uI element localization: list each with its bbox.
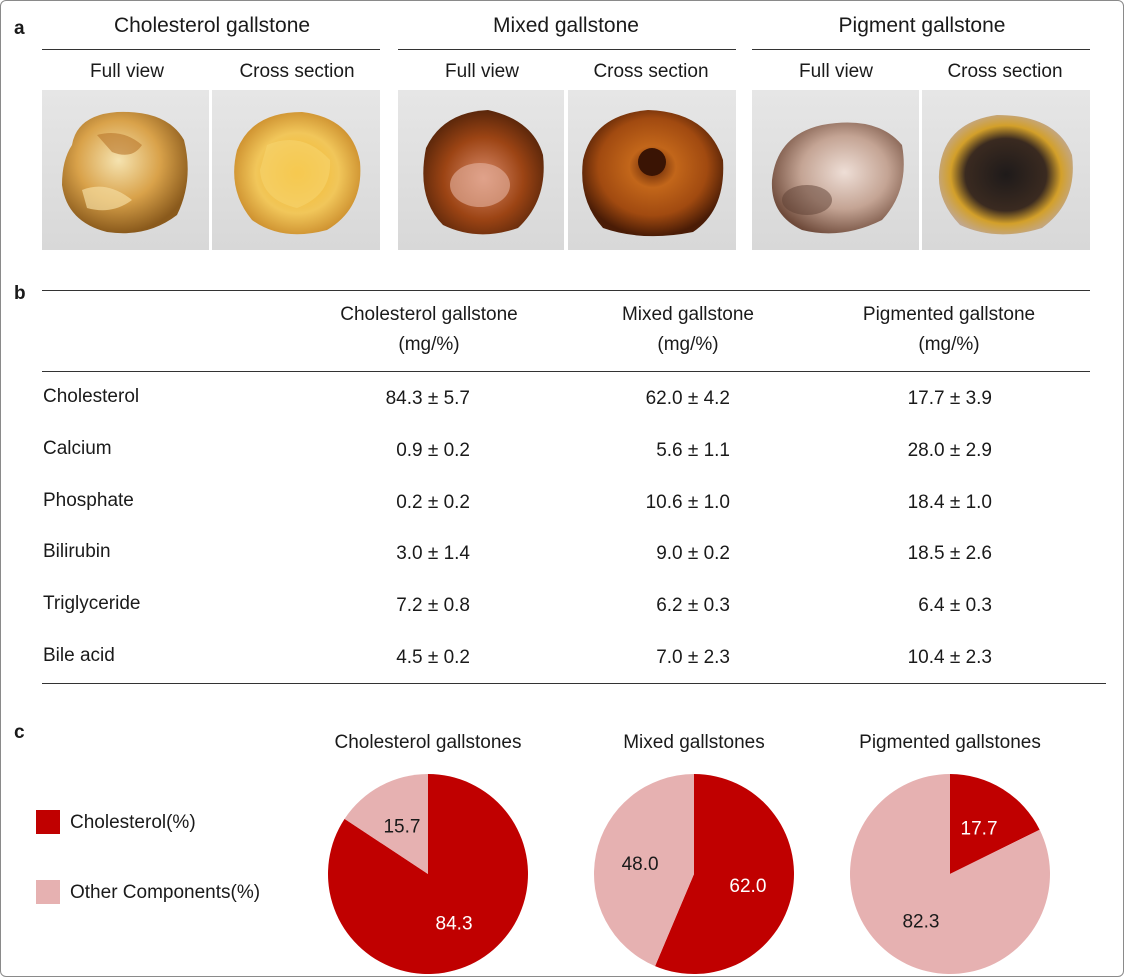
table-cell: 28.0 ± 2.9 (907, 440, 992, 461)
group-title-cholesterol: Cholesterol gallstone (113, 14, 311, 37)
table-cell: 5.6 ± 1.1 (656, 440, 730, 461)
table-cell: 4.5 ± 0.2 (396, 647, 470, 668)
pie-slice-other (344, 774, 428, 874)
group-rule (752, 49, 1090, 50)
table-cell: 18.5 ± 2.6 (907, 543, 992, 564)
pie-slice-other (850, 774, 1050, 974)
pie-title: Cholesterol gallstones (334, 732, 522, 753)
table-cell: 7.0 ± 2.3 (656, 647, 730, 668)
table-cell: 7.2 ± 0.8 (396, 595, 470, 616)
label-full-view: Full view (90, 61, 164, 82)
column-header-name: Cholesterol gallstone (340, 304, 518, 325)
label-full-view: Full view (445, 61, 519, 82)
photo-mixed-cross-section (568, 90, 736, 250)
pie-title: Mixed gallstones (623, 732, 765, 753)
table-cell: 10.6 ± 1.0 (645, 492, 730, 513)
legend-swatch-other (36, 880, 60, 904)
column-header-name: Pigmented gallstone (862, 304, 1036, 325)
pie-data-label: 62.0 (729, 876, 766, 897)
table-cell: 6.2 ± 0.3 (656, 595, 730, 616)
pie-slice-cholesterol (950, 774, 1040, 874)
column-header-unit: (mg/%) (398, 334, 460, 355)
pie-slice-cholesterol (655, 774, 794, 974)
group-title-mixed: Mixed gallstone (493, 14, 639, 37)
table-cell: 6.4 ± 0.3 (918, 595, 992, 616)
column-header-pigmented: Pigmented gallstone (mg/%) (818, 300, 1080, 360)
panel-b-letter: b (14, 283, 26, 304)
label-cross-section: Cross section (239, 61, 355, 82)
table-cell: 0.2 ± 0.2 (396, 492, 470, 513)
column-header-mixed: Mixed gallstone (mg/%) (568, 300, 808, 360)
pie-chart-cholesterol-gallstones: 84.3 15.7 (328, 774, 528, 974)
photo-mixed-full-view (398, 90, 564, 250)
row-label: Bilirubin (43, 541, 111, 562)
photo-cholesterol-cross-section (212, 90, 380, 250)
table-cell: 3.0 ± 1.4 (396, 543, 470, 564)
table-cell: 84.3 ± 5.7 (385, 388, 470, 409)
legend-label-cholesterol: Cholesterol(%) (70, 812, 196, 833)
legend-swatch-cholesterol (36, 810, 60, 834)
pie-data-label: 82.3 (902, 912, 939, 933)
pie-data-label: 15.7 (383, 817, 420, 838)
legend-label-other: Other Components(%) (70, 882, 261, 903)
table-cell: 62.0 ± 4.2 (645, 388, 730, 409)
table-cell: 10.4 ± 2.3 (907, 647, 992, 668)
table-cell: 17.7 ± 3.9 (907, 388, 992, 409)
pie-data-label: 84.3 (436, 913, 473, 934)
pie-data-label: 17.7 (961, 818, 998, 839)
row-label: Phosphate (43, 490, 134, 511)
column-header-unit: (mg/%) (657, 334, 719, 355)
row-label: Cholesterol (43, 386, 140, 407)
table-cell: 18.4 ± 1.0 (907, 492, 992, 513)
photo-cholesterol-full-view (42, 90, 209, 250)
panel-a-letter: a (14, 18, 25, 39)
column-header-cholesterol: Cholesterol gallstone (mg/%) (298, 300, 560, 360)
column-header-unit: (mg/%) (918, 334, 980, 355)
table-top-rule (42, 290, 1090, 291)
label-cross-section: Cross section (593, 61, 709, 82)
pie-slice-other (594, 774, 694, 967)
row-label: Triglyceride (43, 593, 141, 614)
label-full-view: Full view (799, 61, 873, 82)
pie-title: Pigmented gallstones (859, 732, 1041, 753)
pie-data-label: 48.0 (622, 854, 659, 875)
row-label: Calcium (43, 438, 112, 459)
row-label: Bile acid (43, 645, 115, 666)
group-rule (398, 49, 736, 50)
group-title-pigment: Pigment gallstone (838, 14, 1006, 37)
table-cell: 0.9 ± 0.2 (396, 440, 470, 461)
panel-c-letter: c (14, 722, 25, 743)
photo-pigment-cross-section (922, 90, 1090, 250)
table-header-rule (42, 371, 1090, 372)
photo-pigment-full-view (752, 90, 919, 250)
table-bottom-rule (42, 683, 1106, 684)
group-rule (42, 49, 380, 50)
pie-chart-mixed-gallstones: 62.0 48.0 (594, 774, 794, 974)
column-header-name: Mixed gallstone (621, 304, 755, 325)
pie-chart-pigmented-gallstones: 17.7 82.3 (850, 774, 1050, 974)
label-cross-section: Cross section (947, 61, 1063, 82)
table-cell: 9.0 ± 0.2 (656, 543, 730, 564)
